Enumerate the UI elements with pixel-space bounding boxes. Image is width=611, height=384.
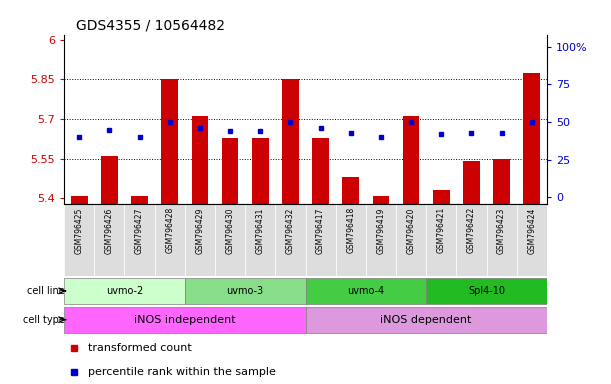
Text: GSM796432: GSM796432: [286, 207, 295, 253]
Text: cell line: cell line: [27, 286, 65, 296]
Text: GSM796421: GSM796421: [437, 207, 446, 253]
Bar: [161, 79, 178, 204]
Text: GSM796417: GSM796417: [316, 207, 325, 253]
Bar: [185, 278, 306, 304]
Text: cell type: cell type: [23, 314, 65, 325]
Text: GSM796423: GSM796423: [497, 207, 506, 253]
Bar: [131, 195, 148, 204]
Text: Spl4-10: Spl4-10: [468, 286, 505, 296]
Bar: [403, 116, 419, 204]
Bar: [366, 204, 396, 276]
Text: transformed count: transformed count: [89, 343, 192, 353]
Bar: [306, 278, 426, 304]
Bar: [433, 190, 450, 204]
Bar: [276, 204, 306, 276]
Bar: [342, 177, 359, 204]
Bar: [192, 116, 208, 204]
Text: GSM796431: GSM796431: [256, 207, 265, 253]
Bar: [215, 204, 245, 276]
Bar: [306, 204, 335, 276]
Bar: [64, 307, 306, 333]
Text: GSM796422: GSM796422: [467, 207, 476, 253]
Text: GSM796420: GSM796420: [406, 207, 415, 253]
Bar: [222, 137, 238, 204]
Text: uvmo-2: uvmo-2: [106, 286, 143, 296]
Text: GSM796419: GSM796419: [376, 207, 386, 253]
Bar: [486, 204, 517, 276]
Bar: [524, 73, 540, 204]
Text: GSM796429: GSM796429: [196, 207, 205, 253]
Bar: [125, 204, 155, 276]
Bar: [306, 307, 547, 333]
Bar: [373, 195, 389, 204]
Bar: [245, 204, 276, 276]
Bar: [282, 79, 299, 204]
Text: GSM796427: GSM796427: [135, 207, 144, 253]
Bar: [101, 156, 118, 204]
Text: GSM796428: GSM796428: [165, 207, 174, 253]
Bar: [155, 204, 185, 276]
Bar: [335, 204, 366, 276]
Bar: [517, 204, 547, 276]
Text: GDS4355 / 10564482: GDS4355 / 10564482: [76, 19, 225, 33]
Text: GSM796425: GSM796425: [75, 207, 84, 253]
Text: GSM796424: GSM796424: [527, 207, 536, 253]
Bar: [426, 204, 456, 276]
Text: iNOS dependent: iNOS dependent: [381, 314, 472, 325]
Bar: [64, 204, 94, 276]
Text: GSM796430: GSM796430: [225, 207, 235, 254]
Bar: [396, 204, 426, 276]
Bar: [456, 204, 486, 276]
Bar: [71, 195, 87, 204]
Bar: [252, 137, 269, 204]
Bar: [493, 159, 510, 204]
Bar: [94, 204, 125, 276]
Text: GSM796426: GSM796426: [105, 207, 114, 253]
Bar: [312, 137, 329, 204]
Text: GSM796418: GSM796418: [346, 207, 355, 253]
Bar: [426, 278, 547, 304]
Bar: [64, 278, 185, 304]
Text: percentile rank within the sample: percentile rank within the sample: [89, 366, 276, 377]
Text: iNOS independent: iNOS independent: [134, 314, 236, 325]
Text: uvmo-4: uvmo-4: [347, 286, 384, 296]
Bar: [185, 204, 215, 276]
Bar: [463, 161, 480, 204]
Text: uvmo-3: uvmo-3: [227, 286, 264, 296]
